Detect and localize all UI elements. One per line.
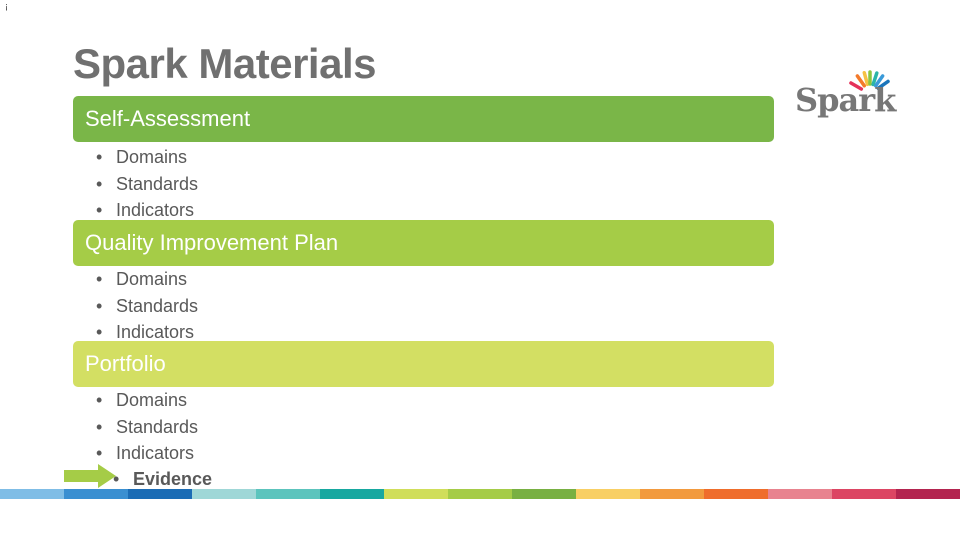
bullet-icon: • [96,147,103,167]
list-item-label: Standards [116,416,199,437]
portfolio-list: • Domains • Standards • Indicators [96,387,198,467]
color-strip-segment [384,489,448,499]
color-strip-segment [320,489,384,499]
list-item-label: Standards [116,173,199,194]
color-strip-segment [768,489,832,499]
color-strip-segment [640,489,704,499]
list-item-label: Standards [116,295,199,316]
bullet-icon: • [113,469,120,489]
logo-rays-icon [849,70,890,91]
list-item-label: Evidence [133,469,213,489]
list-item: • Indicators [96,197,198,224]
color-strip-segment [704,489,768,499]
self-assessment-list: • Domains • Standards • Indicators [96,144,198,224]
list-item: • Domains [96,387,198,414]
list-item-label: Indicators [116,200,195,220]
logo-ray [855,74,867,88]
color-strip-segment [0,489,64,499]
color-strip-segment [576,489,640,499]
logo-ray [849,81,864,91]
list-item: • Indicators [96,319,198,346]
list-item-label: Domains [116,147,188,167]
color-strip-segment [64,489,128,499]
bullet-icon: • [96,443,103,463]
color-strip-segment [896,489,960,499]
list-item: • Standards [96,171,198,198]
sub-list-item-evidence: • Evidence [113,466,212,492]
logo-ray [871,71,879,87]
page-title: Spark Materials [73,40,377,87]
list-item: • Domains [96,266,198,293]
bullet-icon: • [96,269,103,289]
color-strip-segment [192,489,256,499]
list-item-label: Domains [116,390,188,410]
bullet-icon: • [96,173,103,194]
right-arrow-icon [64,464,116,488]
color-strip-segment [512,489,576,499]
logo-text: Spark [795,81,896,119]
logo-ray [862,70,870,87]
section-header-self-assessment: Self-Assessment [73,96,774,142]
section-header-portfolio: Portfolio [73,341,774,387]
logo-ray [873,74,885,88]
list-item: • Domains [96,144,198,171]
bullet-icon: • [96,322,103,342]
color-strip-segment [256,489,320,499]
logo-ray [876,79,890,91]
bullet-icon: • [96,390,103,410]
list-item: • Standards [96,414,198,441]
bullet-icon: • [96,200,103,220]
quality-improvement-plan-list: • Domains • Standards • Indicators [96,266,198,346]
list-item-label: Domains [116,269,188,289]
list-item: • Indicators [96,440,198,467]
color-strip [0,489,960,499]
list-item-label: Indicators [116,443,195,463]
bullet-icon: • [96,295,103,316]
corner-mark: ¡ [5,1,8,11]
section-header-quality-improvement-plan: Quality Improvement Plan [73,220,774,266]
spark-logo: Spark [790,66,900,130]
color-strip-segment [448,489,512,499]
list-item: • Standards [96,293,198,320]
list-item-label: Indicators [116,322,195,342]
color-strip-segment [128,489,192,499]
color-strip-segment [832,489,896,499]
bullet-icon: • [96,416,103,437]
